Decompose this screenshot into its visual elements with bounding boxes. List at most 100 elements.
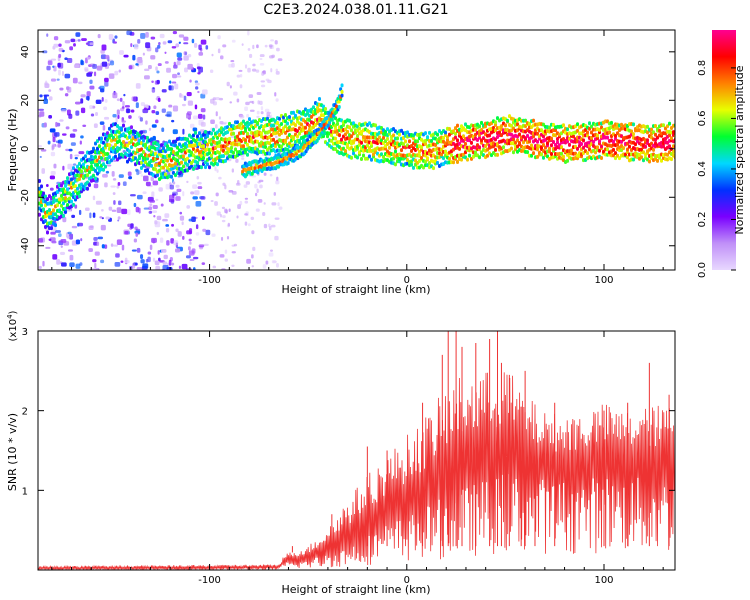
noise-mark [110,60,115,66]
noise-mark [41,168,45,174]
noise-mark [238,69,243,72]
noise-mark [157,97,161,103]
noise-mark [116,207,122,213]
branch-mark [319,123,323,128]
noise-mark [164,213,170,218]
noise-mark [268,252,274,257]
ridge-mark [102,162,105,167]
noise-mark [56,78,60,81]
noise-mark [274,135,278,139]
noise-mark [120,260,124,263]
noise-mark [140,259,145,264]
noise-mark [99,121,105,125]
noise-mark [263,223,268,229]
noise-mark [244,197,248,200]
noise-mark [123,54,129,58]
ridge-mark [340,137,343,142]
noise-mark [145,258,149,263]
ridge-mark [394,162,397,167]
noise-mark [69,262,75,268]
ridge-mark [404,139,407,144]
ridge-mark [666,124,669,129]
ridge-mark [480,120,483,125]
ridge-mark [504,123,507,128]
ridge-mark [170,147,173,152]
noise-mark [78,151,85,155]
noise-mark [58,62,64,69]
noise-mark [95,200,102,205]
ridge-mark [42,191,45,196]
noise-mark [128,176,133,180]
ridge-mark [80,169,83,174]
ridge-mark [66,187,69,192]
noise-mark [92,195,96,201]
ridge-mark [368,121,371,126]
noise-mark [76,222,80,227]
ridge-mark [104,164,107,169]
noise-mark [82,124,87,128]
noise-mark [48,96,53,101]
ridge-mark [76,164,79,169]
noise-mark [228,208,231,212]
noise-mark [233,243,238,247]
noise-mark [177,72,180,76]
ridge-mark [92,146,95,151]
ridge-mark [122,123,125,128]
branch-mark [329,113,333,118]
ridge-mark [552,122,555,127]
spectrogram-y-tick-label: -20 [20,189,31,205]
ridge-mark [58,208,61,213]
noise-mark [80,98,84,104]
ridge-mark [194,130,197,135]
ridge-mark [286,135,289,140]
noise-mark [100,88,105,93]
noise-mark [107,164,112,167]
ridge-mark [350,155,353,160]
noise-mark [60,239,67,243]
noise-mark [205,229,211,236]
ridge-mark [344,149,347,154]
noise-mark [79,140,82,145]
noise-mark [217,48,221,54]
ridge-mark [102,149,105,154]
ridge-mark [566,158,569,163]
ridge-mark [156,146,159,151]
ridge-mark [478,135,481,140]
colorbar-axis: 0.0 0.2 0.4 0.6 0.8 [697,60,736,278]
ridge-mark [606,147,609,152]
ridge-mark [50,226,53,231]
ridge-mark [478,145,481,150]
noise-mark [39,111,45,117]
noise-mark [124,257,128,263]
ridge-mark [284,130,287,135]
noise-mark [105,216,110,220]
ridge-mark [284,112,287,117]
noise-mark [163,254,168,260]
ridge-mark [406,130,409,135]
noise-mark [81,38,87,42]
noise-mark [257,100,260,105]
ridge-mark [292,135,295,140]
ridge-mark [646,138,649,143]
ridge-mark [246,124,249,129]
ridge-mark [114,154,117,159]
noise-mark [49,175,55,180]
ridge-mark [334,126,337,131]
noise-mark [118,69,121,73]
noise-mark [137,39,141,44]
ridge-mark [280,144,283,149]
noise-mark [212,265,217,269]
ridge-mark [388,145,391,150]
noise-mark [102,173,108,178]
ridge-mark [512,137,515,142]
ridge-mark [292,110,295,115]
ridge-mark [52,195,55,200]
ridge-mark [498,130,501,135]
noise-mark [155,265,161,270]
noise-mark [114,70,119,76]
ridge-mark [632,157,635,162]
ridge-mark [182,154,185,159]
noise-mark [268,223,271,228]
noise-mark [255,69,260,73]
noise-mark [58,47,64,52]
